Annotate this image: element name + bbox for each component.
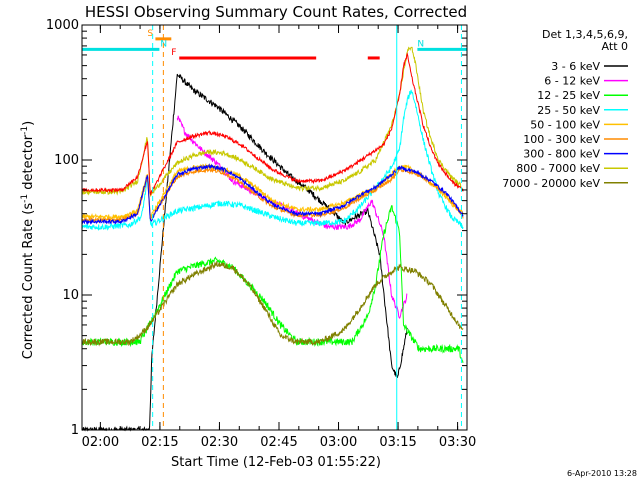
x-tick-label-4: 03:00 [320,435,357,450]
x-tick-label-5: 03:15 [379,435,416,450]
x-axis-label: Start Time (12-Feb-03 01:55:22) [171,455,381,470]
y-axis-label-sup1: -1 [20,194,30,203]
x-tick-label-0: 02:00 [82,435,119,450]
series-line-2 [81,205,464,363]
series-line-0 [81,73,408,432]
flag-label-3: F [171,48,176,58]
legend-label-4: 50 - 100 keV [530,118,600,131]
flag-label-2: N [417,39,424,49]
legend-header-1: Att 0 [602,40,628,53]
x-tick-label-1: 02:15 [141,435,178,450]
legend-label-1: 6 - 12 keV [544,75,600,88]
legend-label-8: 7000 - 20000 keV [502,177,600,190]
footer-timestamp: 6-Apr-2010 13:28 [567,469,637,478]
plot-frame [81,24,468,431]
chart-marks: SNNF [81,25,467,432]
x-tick-label-6: 03:30 [439,435,476,450]
y-axis-label-mid: detector [21,134,36,194]
series-line-1 [176,115,408,319]
x-tick-label-3: 02:45 [260,435,297,450]
y-axis-label-end: ) [21,121,36,126]
chart-axes: 02:00 02:15 02:30 02:45 03:00 03:15 03:30 1 10 10… [46,18,476,450]
flag-label-0: S [147,29,153,39]
y-axis-label-sup2: -1 [20,126,30,135]
legend-label-0: 3 - 6 keV [551,60,600,73]
y-tick-label-2: 100 [54,153,79,168]
series-line-7 [81,46,464,197]
legend: Det 1,3,4,5,6,9,Att 03 - 6 keV 6 - 12 keV… [502,28,628,190]
y-axis-label-text: Corrected Count Rate (s [21,203,36,360]
legend-label-5: 100 - 300 keV [523,133,600,146]
chart-title: HESSI Observing Summary Count Rates, Cor… [85,3,467,21]
y-tick-label-1: 10 [62,288,79,303]
legend-label-3: 25 - 50 keV [537,104,600,117]
series-line-6 [81,163,464,226]
legend-label-6: 300 - 800 keV [523,148,600,161]
series-line-5 [81,166,464,224]
x-tick-label-2: 02:30 [201,435,238,450]
series-line-8 [81,261,464,347]
svg-text:Corrected Count Rate (s-1 dete: Corrected Count Rate (s-1 detector-1) [20,121,36,359]
y-axis-label: Corrected Count Rate (s-1 detector-1) [20,121,36,359]
y-tick-label-0: 1 [71,423,79,438]
legend-header-0: Det 1,3,4,5,6,9, [542,28,628,41]
y-tick-label-3: 1000 [46,18,79,33]
series-line-3 [81,89,464,232]
series-line-9 [81,52,464,196]
legend-label-7: 800 - 7000 keV [516,162,600,175]
legend-label-2: 12 - 25 keV [537,89,600,102]
